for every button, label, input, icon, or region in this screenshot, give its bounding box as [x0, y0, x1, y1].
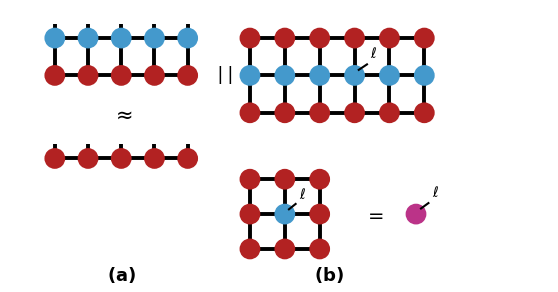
Circle shape	[345, 29, 364, 48]
Circle shape	[380, 66, 399, 85]
Circle shape	[79, 66, 98, 85]
Circle shape	[345, 103, 364, 122]
Circle shape	[79, 29, 98, 48]
Circle shape	[275, 204, 295, 224]
Circle shape	[145, 66, 164, 85]
Circle shape	[112, 66, 131, 85]
Circle shape	[240, 170, 259, 189]
Circle shape	[145, 29, 164, 48]
Circle shape	[406, 204, 426, 224]
Circle shape	[240, 66, 259, 85]
Circle shape	[415, 103, 434, 122]
Circle shape	[310, 29, 329, 48]
Circle shape	[79, 149, 98, 168]
Circle shape	[178, 66, 197, 85]
Text: $\ell$: $\ell$	[371, 46, 377, 61]
Circle shape	[275, 66, 295, 85]
Circle shape	[45, 29, 64, 48]
Circle shape	[380, 29, 399, 48]
Text: $\bf{(b)}$: $\bf{(b)}$	[314, 265, 344, 285]
Circle shape	[178, 29, 197, 48]
Circle shape	[178, 149, 197, 168]
Circle shape	[275, 103, 295, 122]
Circle shape	[275, 29, 295, 48]
Circle shape	[415, 29, 434, 48]
Text: $\ell$: $\ell$	[299, 187, 306, 202]
Circle shape	[415, 66, 434, 85]
Circle shape	[112, 149, 131, 168]
Text: $\approx$: $\approx$	[110, 106, 132, 125]
Circle shape	[45, 66, 64, 85]
Circle shape	[345, 66, 364, 85]
Circle shape	[240, 204, 259, 224]
Circle shape	[45, 149, 64, 168]
Circle shape	[310, 103, 329, 122]
Circle shape	[380, 103, 399, 122]
Circle shape	[310, 66, 329, 85]
Circle shape	[240, 103, 259, 122]
Text: $\bf{(a)}$: $\bf{(a)}$	[107, 265, 136, 285]
Circle shape	[275, 170, 295, 189]
Circle shape	[112, 29, 131, 48]
Circle shape	[240, 239, 259, 258]
Circle shape	[310, 170, 329, 189]
Text: $\mathtt{||}$: $\mathtt{||}$	[214, 65, 233, 86]
Text: $\ell$: $\ell$	[432, 185, 439, 200]
Circle shape	[310, 239, 329, 258]
Circle shape	[310, 204, 329, 224]
Text: $=$: $=$	[364, 205, 384, 224]
Circle shape	[275, 239, 295, 258]
Circle shape	[240, 29, 259, 48]
Circle shape	[145, 149, 164, 168]
